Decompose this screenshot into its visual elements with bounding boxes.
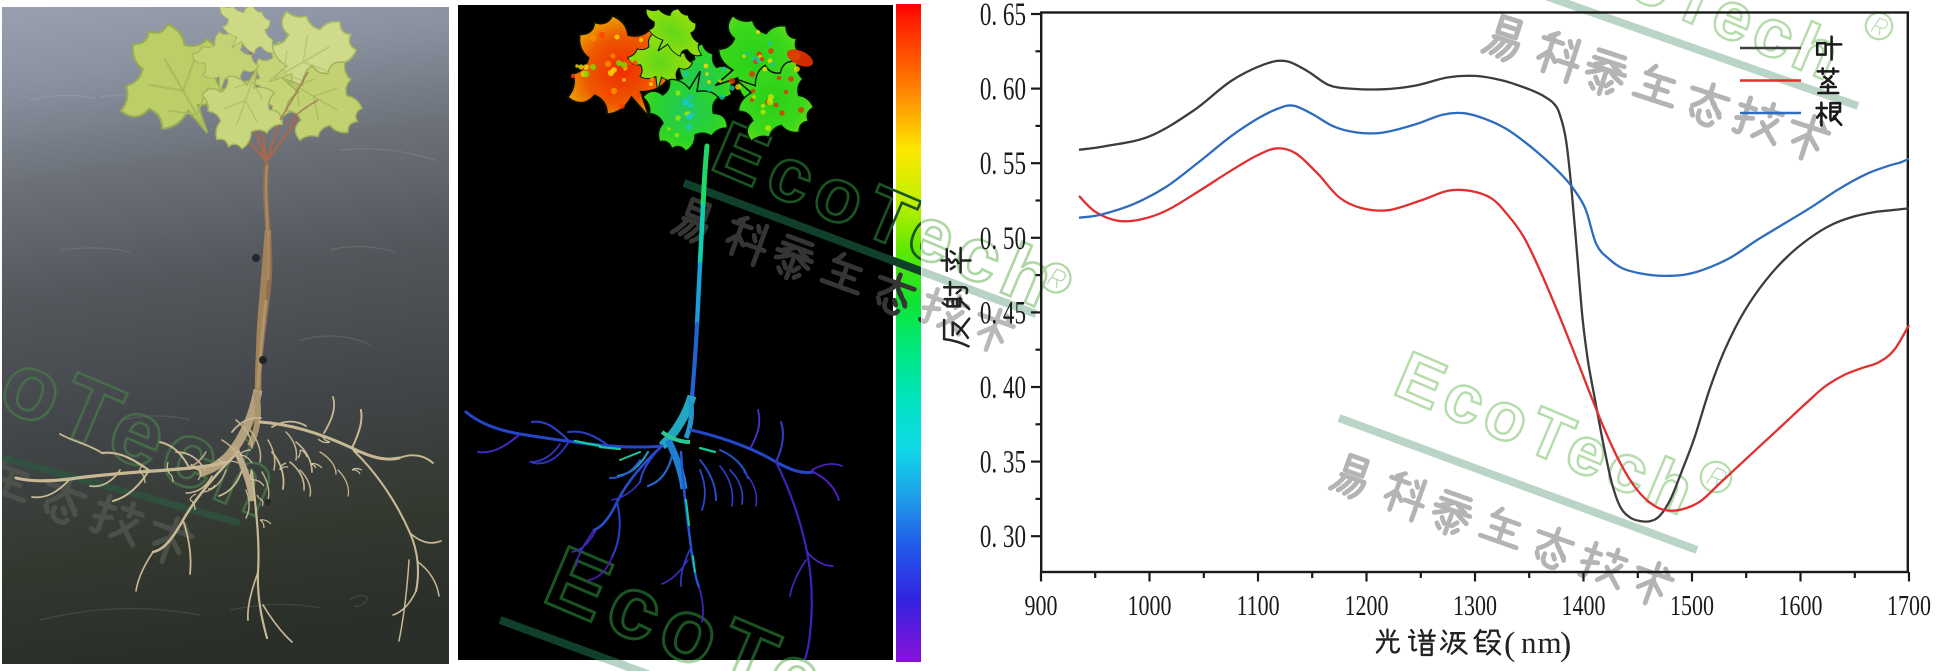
svg-text:0. 65: 0. 65 <box>980 0 1026 33</box>
svg-text:1400: 1400 <box>1562 592 1606 622</box>
svg-text:0. 50: 0. 50 <box>980 221 1026 257</box>
svg-text:1600: 1600 <box>1779 592 1823 622</box>
svg-text:1700: 1700 <box>1887 592 1931 622</box>
svg-text:nm: nm <box>1521 625 1563 660</box>
svg-text:EcoTech: EcoTech <box>533 526 955 671</box>
svg-text:0. 45: 0. 45 <box>980 296 1026 332</box>
svg-text:1200: 1200 <box>1345 592 1389 622</box>
svg-text:0. 60: 0. 60 <box>980 72 1026 108</box>
svg-text:1100: 1100 <box>1236 592 1279 622</box>
svg-text:1000: 1000 <box>1128 592 1172 622</box>
svg-text:0. 30: 0. 30 <box>980 519 1026 555</box>
svg-text:900: 900 <box>1025 592 1058 622</box>
svg-text:0. 55: 0. 55 <box>980 146 1026 182</box>
svg-text:(: ( <box>1504 626 1516 663</box>
svg-text:1500: 1500 <box>1670 592 1714 622</box>
svg-text:): ) <box>1560 626 1571 663</box>
svg-text:1300: 1300 <box>1453 592 1497 622</box>
svg-text:0. 40: 0. 40 <box>980 370 1026 406</box>
svg-text:0. 35: 0. 35 <box>980 445 1026 481</box>
